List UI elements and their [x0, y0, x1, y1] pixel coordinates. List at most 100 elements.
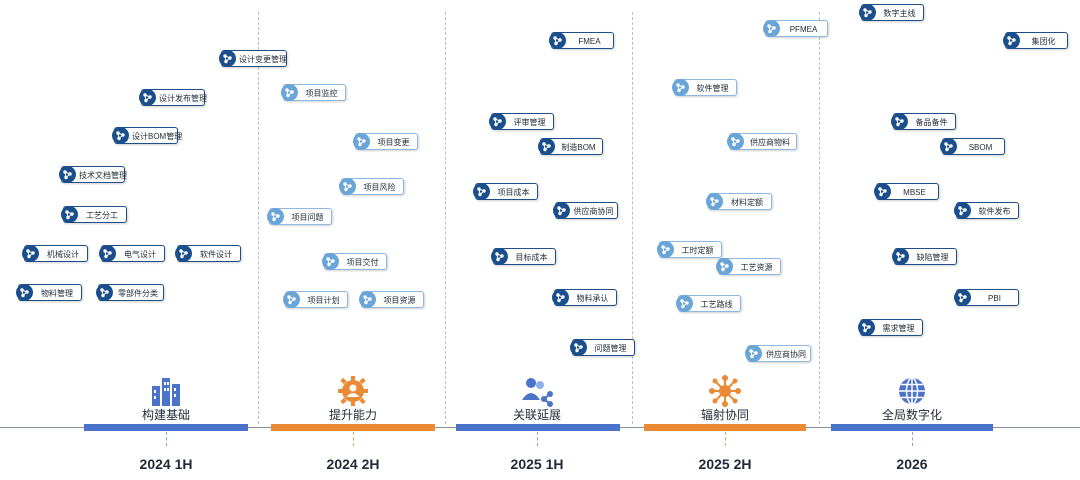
period-label: 2025 1H	[510, 456, 564, 472]
capability-chip: 物料承认	[552, 289, 617, 306]
chip-label: 工艺分工	[86, 211, 118, 220]
nodes-icon	[219, 50, 236, 67]
nodes-icon	[672, 79, 689, 96]
gear-person-icon	[338, 376, 368, 406]
chip-label: 项目变更	[377, 138, 410, 147]
separator-line	[632, 12, 633, 424]
capability-chip: 项目计划	[283, 291, 348, 308]
chip-label: 物料承认	[576, 294, 609, 303]
chip-label: 设计变更管理	[239, 55, 287, 64]
capability-chip: 项目成本	[473, 183, 538, 200]
chip-label: 集团化	[1031, 37, 1056, 46]
phase-name: 关联延展	[512, 408, 561, 422]
capability-chip: 供应商协同	[553, 202, 618, 219]
chip-label: PFMEA	[789, 25, 818, 34]
separator-line	[258, 12, 259, 424]
nodes-icon	[727, 133, 744, 150]
capability-chip: 数字主线	[859, 4, 924, 21]
capability-chip: 软件管理	[672, 79, 737, 96]
nodes-icon	[359, 291, 376, 308]
chip-label: 项目监控	[305, 89, 338, 98]
chip-label: PBI	[988, 294, 1001, 303]
nodes-icon	[61, 206, 78, 223]
capability-chip: 项目变更	[353, 133, 418, 150]
capability-chip: 集团化	[1003, 32, 1068, 49]
nodes-icon	[16, 284, 33, 301]
capability-chip: 制造BOM	[538, 138, 603, 155]
chip-label: 项目计划	[307, 296, 340, 305]
chip-label: SBOM	[968, 143, 993, 152]
chip-label: FMEA	[578, 37, 601, 46]
chip-label: 机械设计	[47, 250, 79, 259]
phase-name: 全局数字化	[881, 408, 942, 422]
chip-label: 软件发布	[978, 207, 1011, 216]
capability-chip: PBI	[954, 289, 1019, 306]
chip-label: 项目资源	[383, 296, 416, 305]
chip-label: 软件管理	[696, 84, 729, 93]
capability-chip: 需求管理	[858, 319, 923, 336]
phase-tick	[725, 432, 726, 446]
chip-label: 零部件分类	[118, 289, 158, 298]
capability-chip: 设计BOM管理	[112, 127, 183, 144]
nodes-icon	[676, 295, 693, 312]
nodes-icon	[874, 183, 891, 200]
capability-chip: FMEA	[549, 32, 614, 49]
nodes-icon	[59, 166, 76, 183]
capability-chip: MBSE	[874, 183, 939, 200]
nodes-icon	[267, 208, 284, 225]
chip-label: 供应商协同	[766, 350, 806, 359]
chip-label: 供应商协同	[573, 207, 614, 216]
nodes-icon	[570, 339, 587, 356]
capability-chip: 工艺资源	[716, 258, 781, 275]
nodes-icon	[139, 89, 156, 106]
phase-bar-5	[831, 424, 993, 431]
phase-tick	[353, 432, 354, 446]
nodes-icon	[491, 248, 508, 265]
chip-label: 工艺资源	[740, 263, 773, 272]
nodes-icon	[657, 241, 674, 258]
capability-chip: 物料管理	[16, 284, 82, 301]
chip-label: 电气设计	[124, 250, 156, 259]
chip-label: 问题管理	[594, 344, 627, 353]
chip-label: 数字主线	[883, 9, 916, 18]
period-label: 2024 1H	[139, 456, 193, 472]
nodes-icon	[175, 245, 192, 262]
capability-chip: 软件发布	[954, 202, 1019, 219]
chip-label: 物料管理	[41, 289, 73, 298]
capability-chip: 项目交付	[322, 253, 387, 270]
chip-label: 目标成本	[515, 253, 548, 262]
chip-label: 备品备件	[915, 118, 948, 127]
chip-label: 工时定额	[681, 246, 714, 255]
chip-label: 软件设计	[200, 250, 232, 259]
nodes-icon	[549, 32, 566, 49]
chip-label: 制造BOM	[561, 143, 596, 152]
nodes-icon	[99, 245, 116, 262]
phase-bar-4	[644, 424, 806, 431]
capability-chip: 目标成本	[491, 248, 556, 265]
capability-chip: 软件设计	[175, 245, 241, 262]
chip-label: 技术文档管理	[79, 171, 127, 180]
phase-bar-3	[456, 424, 620, 431]
chip-label: 缺陷管理	[916, 253, 949, 262]
period-label: 2025 2H	[698, 456, 752, 472]
nodes-icon	[1003, 32, 1020, 49]
globe-icon	[899, 377, 925, 405]
chip-label: 项目风险	[363, 183, 396, 192]
capability-chip: 设计变更管理	[219, 50, 287, 67]
nodes-icon	[353, 133, 370, 150]
nodes-icon	[96, 284, 113, 301]
nodes-icon	[859, 4, 876, 21]
capability-chip: 工艺路线	[676, 295, 741, 312]
capability-chip: 供应商物料	[727, 133, 797, 150]
nodes-icon	[891, 113, 908, 130]
chip-label: 设计发布管理	[159, 94, 207, 103]
period-label: 2026	[896, 456, 928, 472]
capability-chip: 技术文档管理	[59, 166, 127, 183]
building-icon	[152, 378, 180, 406]
chip-label: 设计BOM管理	[132, 132, 183, 141]
nodes-icon	[339, 178, 356, 195]
separator-line	[819, 12, 820, 424]
capability-chip: 机械设计	[22, 245, 88, 262]
chip-label: 需求管理	[882, 324, 915, 333]
nodes-icon	[552, 289, 569, 306]
